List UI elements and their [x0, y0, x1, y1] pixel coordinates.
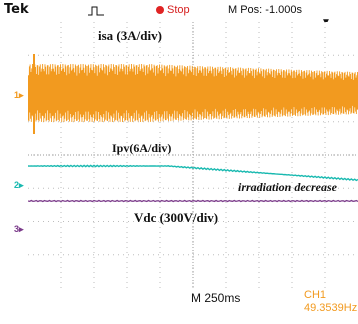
readout-bar: M 250ms CH1 49.3539Hz: [0, 288, 358, 324]
ch1-isa-trace: [28, 63, 358, 123]
vdc-trace-label: Vdc (300V/div): [134, 210, 219, 225]
ch1-ground-marker[interactable]: 1▸: [14, 90, 24, 100]
ch2-ground-marker[interactable]: 2▸: [14, 180, 24, 190]
timebase-readout: M 250ms: [191, 291, 241, 305]
ch1-frequency-readout: CH1 49.3539Hz: [304, 289, 357, 315]
stop-indicator-icon: [156, 6, 164, 15]
status-bar: Tek Stop M Pos: -1.000s ▼: [0, 0, 358, 28]
horizontal-position-readout: M Pos: -1.000s: [228, 4, 302, 16]
irradiation-annotation: irradiation decrease: [238, 180, 337, 194]
isa-trace-label: isa (3A/div): [98, 28, 162, 43]
pulse-trigger-icon: [88, 6, 104, 16]
ch3-vdc-trace: [28, 199, 358, 203]
waveform-traces: [28, 54, 358, 203]
waveform-display: [28, 22, 358, 288]
ch2-ipv-trace: [28, 164, 358, 182]
acquisition-status-label: Stop: [167, 4, 190, 16]
acquisition-status: Stop: [156, 4, 190, 16]
ch1-readout-value: 49.3539Hz: [304, 302, 358, 314]
ch1-readout-channel: CH1: [304, 289, 327, 301]
brand-logo: Tek: [4, 2, 29, 17]
ch3-ground-marker[interactable]: 3▸: [14, 224, 24, 234]
ipv-trace-label: Ipv(6A/div): [112, 141, 172, 155]
